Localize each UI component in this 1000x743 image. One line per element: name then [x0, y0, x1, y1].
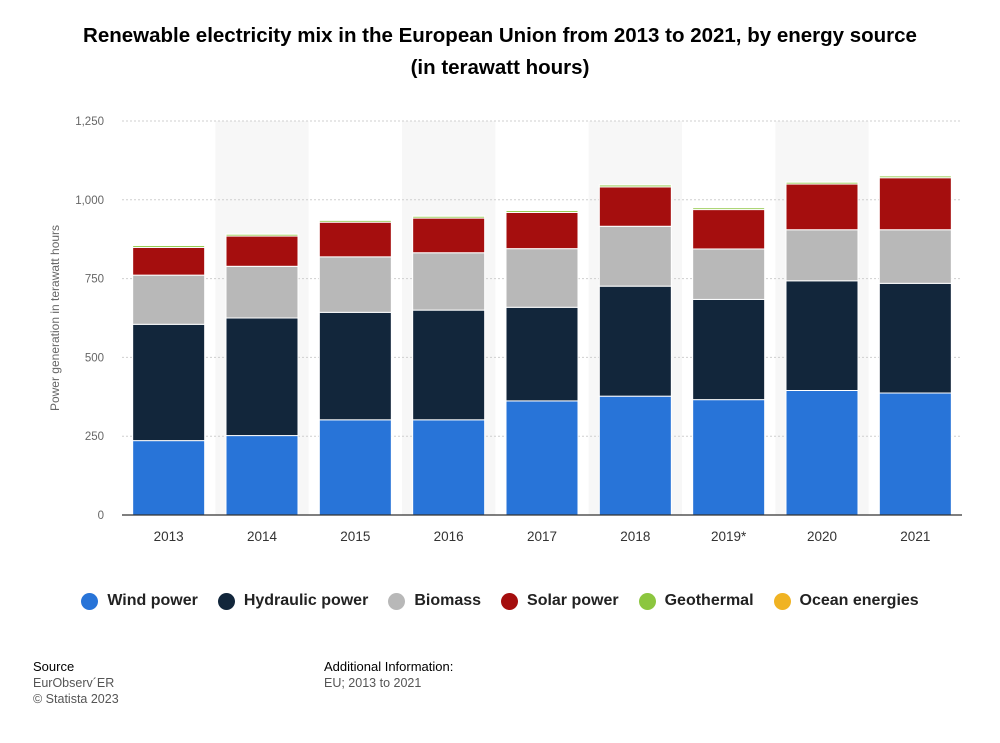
- y-tick-label: 750: [85, 274, 104, 286]
- bar-segment-solar-power: [318, 221, 392, 258]
- bar-stack-2014: [225, 233, 299, 516]
- legend-label: Biomass: [414, 592, 482, 609]
- source-name: EurObserv´ER: [33, 676, 115, 690]
- bar-segment-biomass: [878, 229, 952, 284]
- bar-segment-solar-power: [785, 183, 859, 231]
- bar-segment-biomass: [598, 225, 672, 287]
- bar-stack-2013: [132, 244, 206, 516]
- legend-swatch: [217, 592, 235, 610]
- additional-info-text: EU; 2013 to 2021: [324, 676, 422, 690]
- bar-segment-solar-power: [225, 235, 299, 267]
- bar-stack-2020: [785, 181, 859, 516]
- bar-segment-hydraulic-power: [225, 317, 299, 437]
- x-tick-label: 2014: [247, 529, 278, 544]
- legend-swatch: [501, 592, 519, 610]
- legend-label: Solar power: [527, 592, 619, 609]
- x-tick-label: 2015: [340, 529, 370, 544]
- bar-stack-2016: [412, 215, 486, 516]
- y-tick-label: 1,000: [75, 195, 104, 207]
- legend-item-hydraulic-power[interactable]: Hydraulic power: [217, 592, 369, 610]
- bar-segment-biomass: [785, 229, 859, 282]
- bar-stack-2015: [318, 219, 392, 516]
- chart-title-line-1: Renewable electricity mix in the Europea…: [83, 24, 917, 47]
- axes: 0 250 500 750 1,000 1,250 2013 2014 2015 2016 2017…: [48, 116, 962, 544]
- legend-label: Wind power: [107, 592, 198, 609]
- y-tick-label: 250: [85, 431, 104, 443]
- bar-segment-biomass: [412, 252, 486, 311]
- source-label: Source: [33, 659, 75, 674]
- legend-item-wind-power[interactable]: Wind power: [81, 592, 198, 610]
- stacked-bar-chart: 0 250 500 750 1,000 1,250 2013 2014 2015 2016 2017…: [48, 116, 962, 544]
- bar-segment-hydraulic-power: [412, 309, 486, 421]
- additional-info-label: Additional Information:: [324, 659, 454, 674]
- bar-segment-wind-power: [318, 419, 392, 516]
- source-block: Source EurObserv´ER © Statista 2023: [33, 659, 119, 707]
- bar-segment-biomass: [132, 274, 206, 325]
- bar-segment-hydraulic-power: [785, 280, 859, 391]
- bar-segment-solar-power: [412, 217, 486, 254]
- bar-segment-solar-power: [878, 177, 952, 231]
- legend-label: Ocean energies: [799, 592, 919, 609]
- bar-segment-biomass: [318, 256, 392, 313]
- bar-stack-2018: [598, 184, 672, 516]
- x-tick-label: 2019*: [711, 529, 747, 544]
- bar-segment-solar-power: [598, 186, 672, 227]
- legend-label: Hydraulic power: [243, 592, 369, 609]
- bar-segment-hydraulic-power: [878, 282, 952, 394]
- legend-swatch: [773, 592, 791, 610]
- bar-segment-hydraulic-power: [598, 285, 672, 397]
- bar-segment-wind-power: [505, 400, 579, 516]
- y-axis-title: Power generation in terawatt hours: [48, 225, 62, 411]
- bar-stack-2021: [878, 175, 952, 516]
- bar-segment-wind-power: [412, 419, 486, 516]
- y-tick-label: 500: [85, 352, 104, 364]
- bar-segment-wind-power: [692, 399, 766, 516]
- x-tick-label: 2018: [620, 529, 650, 544]
- legend-swatch: [638, 592, 656, 610]
- copyright-text: © Statista 2023: [33, 692, 119, 706]
- legend-item-ocean-energies[interactable]: Ocean energies: [773, 592, 919, 610]
- legend-swatch: [81, 592, 99, 610]
- x-tick-label: 2013: [154, 529, 184, 544]
- bar-segment-wind-power: [598, 395, 672, 516]
- x-tick-label: 2021: [900, 529, 930, 544]
- y-tick-label: 1,250: [75, 116, 104, 128]
- bar-stack-2019*: [692, 207, 766, 516]
- bar-segment-wind-power: [785, 389, 859, 516]
- x-tick-label: 2017: [527, 529, 557, 544]
- bar-segment-hydraulic-power: [505, 306, 579, 402]
- bar-segment-wind-power: [878, 392, 952, 516]
- bar-stacks: [132, 175, 952, 516]
- chart-title: Renewable electricity mix in the Europea…: [40, 20, 960, 84]
- bar-segment-biomass: [505, 248, 579, 308]
- legend: Wind power Hydraulic power Biomass Solar po…: [0, 592, 1000, 610]
- bar-stack-2017: [505, 209, 579, 516]
- bar-segment-wind-power: [225, 435, 299, 516]
- legend-item-solar-power[interactable]: Solar power: [501, 592, 619, 610]
- legend-item-geothermal[interactable]: Geothermal: [638, 592, 754, 610]
- legend-item-biomass[interactable]: Biomass: [388, 592, 481, 610]
- bar-segment-solar-power: [692, 209, 766, 250]
- bar-segment-biomass: [225, 265, 299, 319]
- bar-segment-hydraulic-power: [132, 323, 206, 442]
- x-tick-label: 2020: [807, 529, 837, 544]
- bar-segment-biomass: [692, 248, 766, 300]
- bar-segment-hydraulic-power: [692, 298, 766, 401]
- y-tick-label: 0: [98, 510, 104, 522]
- bar-segment-hydraulic-power: [318, 311, 392, 421]
- bar-segment-wind-power: [132, 440, 206, 516]
- bar-segment-solar-power: [505, 211, 579, 250]
- legend-swatch: [388, 592, 406, 610]
- chart-title-line-2: (in terawatt hours): [410, 56, 590, 79]
- bar-segment-solar-power: [132, 246, 206, 276]
- legend-label: Geothermal: [664, 592, 754, 609]
- additional-info-block: Additional Information: EU; 2013 to 2021: [324, 659, 453, 691]
- x-tick-label: 2016: [434, 529, 464, 544]
